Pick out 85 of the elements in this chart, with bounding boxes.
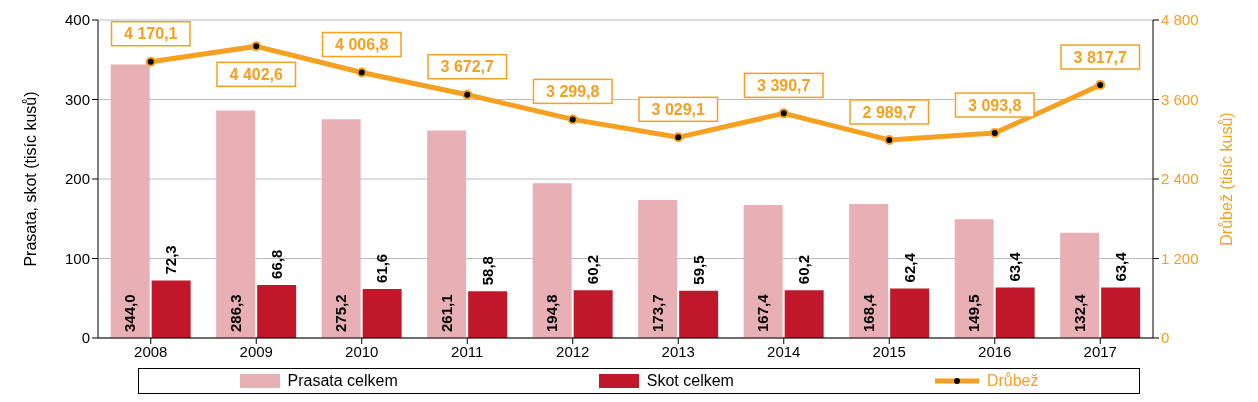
x-tick-label: 2013 <box>661 342 695 360</box>
bar <box>638 199 678 338</box>
point <box>673 132 684 143</box>
data-label: 63,4 <box>1006 251 1024 282</box>
y2-tick-label: 3 600 <box>1161 90 1199 108</box>
bar <box>216 110 256 338</box>
point <box>989 128 1000 139</box>
bar <box>257 284 297 338</box>
data-label: 72,3 <box>162 245 180 275</box>
data-label: 132,4 <box>1070 293 1088 332</box>
y2-tick-label: 1 200 <box>1161 249 1199 267</box>
data-label: 261,1 <box>437 294 455 332</box>
bar <box>573 290 613 338</box>
point <box>251 41 262 52</box>
data-label: 58,8 <box>478 256 496 286</box>
data-label: 61,6 <box>373 253 391 284</box>
data-label: 168,4 <box>859 293 877 332</box>
data-label: 4 402,6 <box>229 65 284 83</box>
data-label: 3 299,8 <box>546 82 600 100</box>
data-label: 344,0 <box>121 294 139 332</box>
y-tick-label: 0 <box>81 329 90 347</box>
data-label: 286,3 <box>226 294 244 332</box>
y-tick-label: 400 <box>64 11 90 29</box>
y-axis-title: Prasata, skot (tisíc kusů) <box>21 91 39 267</box>
bar <box>532 183 572 338</box>
x-tick-label: 2009 <box>239 342 273 360</box>
data-label: 3 817,7 <box>1073 48 1128 66</box>
x-tick-label: 2011 <box>451 342 484 360</box>
data-label: 60,2 <box>584 254 602 285</box>
data-label: 3 672,7 <box>440 58 495 76</box>
bar <box>784 290 824 338</box>
data-label: 194,8 <box>543 294 561 332</box>
data-label: 173,7 <box>648 294 666 332</box>
point <box>567 114 578 125</box>
bar <box>849 204 889 338</box>
x-tick-label: 2014 <box>767 342 801 360</box>
bar <box>427 130 467 338</box>
bar <box>151 280 191 338</box>
point <box>145 56 156 67</box>
data-label: 149,5 <box>965 294 983 332</box>
data-label: 2 989,7 <box>862 103 917 121</box>
data-label: 4 006,8 <box>335 36 389 54</box>
bar <box>743 204 783 338</box>
bar <box>110 64 150 338</box>
bar <box>1060 232 1100 338</box>
data-label: 62,4 <box>900 252 918 283</box>
data-label: 3 093,8 <box>968 96 1022 114</box>
bar <box>468 291 508 338</box>
bar <box>362 289 402 338</box>
x-tick-label: 2017 <box>1083 342 1117 360</box>
x-tick-label: 2012 <box>556 342 590 360</box>
bar <box>679 290 719 338</box>
data-label: 3 390,7 <box>757 76 811 94</box>
y-tick-label: 200 <box>64 170 90 188</box>
x-tick-label: 2008 <box>134 342 168 360</box>
x-tick-label: 2015 <box>872 342 906 360</box>
data-label: 66,8 <box>267 249 285 279</box>
x-tick-label: 2016 <box>978 342 1012 360</box>
y-tick-label: 300 <box>64 90 90 108</box>
bar <box>321 119 361 338</box>
y2-tick-label: 4 800 <box>1161 11 1199 29</box>
bar <box>954 219 994 338</box>
bar <box>1101 287 1141 338</box>
point <box>884 134 895 145</box>
data-label: 167,4 <box>754 293 772 332</box>
bar <box>995 287 1035 338</box>
point <box>1095 80 1106 91</box>
data-label: 59,5 <box>689 255 707 285</box>
data-label: 63,4 <box>1111 251 1129 282</box>
bar <box>890 288 930 338</box>
data-label: 4 170,1 <box>124 25 178 43</box>
y2-tick-label: 2 400 <box>1161 170 1199 188</box>
y2-axis-title: Drůbež (tisíc kusů) <box>1217 112 1235 246</box>
data-label: 60,2 <box>795 254 813 285</box>
point <box>462 89 473 100</box>
x-tick-label: 2010 <box>345 342 379 360</box>
point <box>356 67 367 78</box>
data-label: 275,2 <box>332 294 350 332</box>
legend-label: Drůbež <box>986 372 1039 390</box>
legend-label: Skot celkem <box>646 372 734 390</box>
point <box>778 108 789 119</box>
y-tick-label: 100 <box>64 249 90 267</box>
data-label: 3 029,1 <box>651 100 706 118</box>
y2-tick-label: 0 <box>1161 329 1170 347</box>
legend-label: Prasata celkem <box>287 372 398 390</box>
